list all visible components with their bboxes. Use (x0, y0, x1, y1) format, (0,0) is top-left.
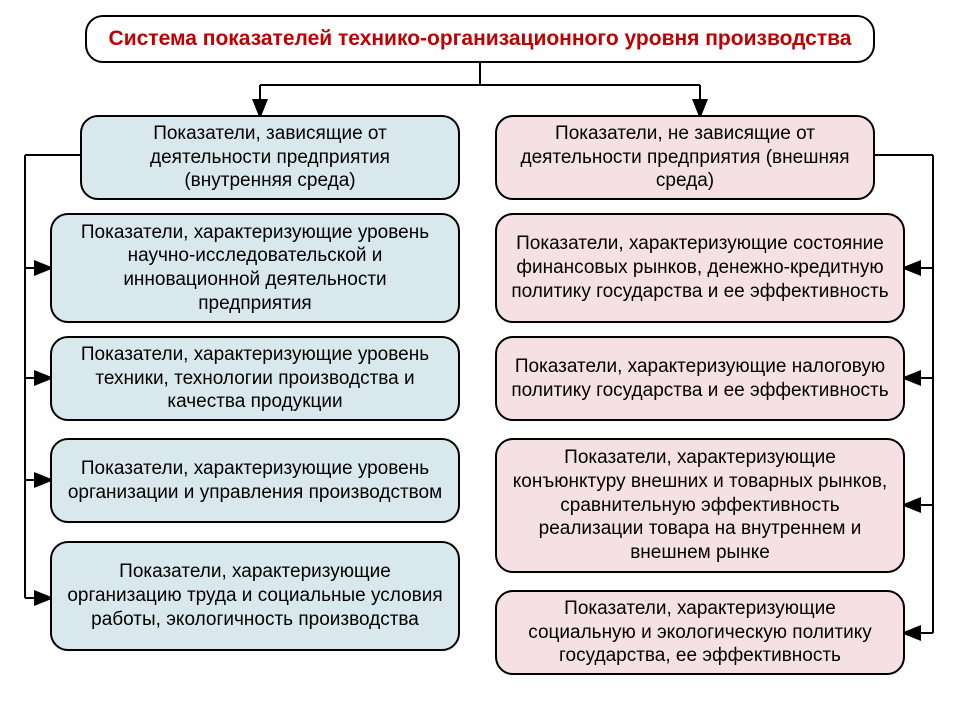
right-item-box: Показатели, характеризующие состояние фи… (495, 213, 905, 323)
right-item-box: Показатели, характеризующие налоговую по… (495, 336, 905, 421)
right-item-text: Показатели, характеризующие конъюнктуру … (509, 446, 891, 565)
left-item-text: Показатели, характеризующие уровень орга… (64, 457, 446, 505)
left-header-text: Показатели, зависящие от деятельности пр… (94, 122, 446, 193)
diagram-canvas: Система показателей технико-организацион… (0, 0, 960, 720)
left-item-text: Показатели, характеризующие уровень техн… (64, 343, 446, 414)
title-box: Система показателей технико-организацион… (85, 15, 875, 63)
right-header-box: Показатели, не зависящие от деятельности… (495, 115, 875, 200)
title-text: Система показателей технико-организацион… (109, 26, 852, 52)
right-header-text: Показатели, не зависящие от деятельности… (509, 122, 861, 193)
left-header-box: Показатели, зависящие от деятельности пр… (80, 115, 460, 200)
right-item-box: Показатели, характеризующие социальную и… (495, 590, 905, 675)
right-item-text: Показатели, характеризующие налоговую по… (509, 355, 891, 403)
right-item-text: Показатели, характеризующие социальную и… (509, 597, 891, 668)
left-item-box: Показатели, характеризующие уровень орга… (50, 438, 460, 523)
left-item-text: Показатели, характеризующие уровень науч… (64, 221, 446, 316)
right-item-box: Показатели, характеризующие конъюнктуру … (495, 438, 905, 573)
left-item-box: Показатели, характеризующие организацию … (50, 541, 460, 651)
right-item-text: Показатели, характеризующие состояние фи… (509, 232, 891, 303)
left-item-text: Показатели, характеризующие организацию … (64, 560, 446, 631)
left-item-box: Показатели, характеризующие уровень науч… (50, 213, 460, 323)
left-item-box: Показатели, характеризующие уровень техн… (50, 336, 460, 421)
